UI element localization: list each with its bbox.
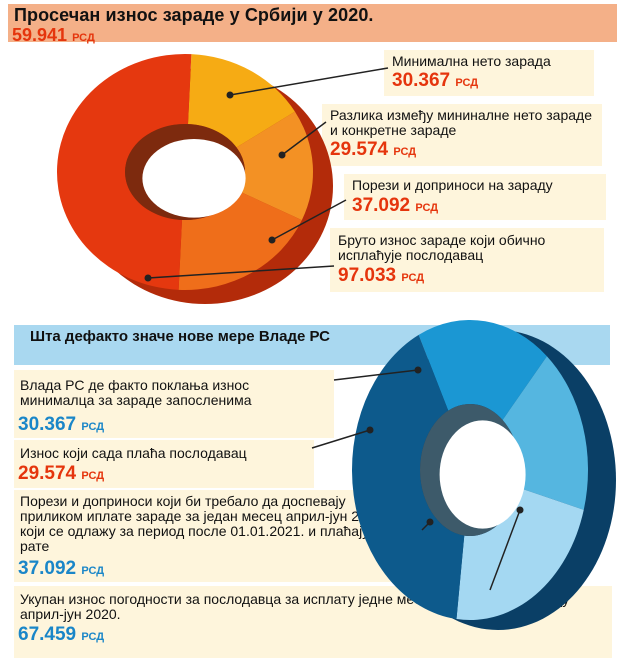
s2-value-4-cur: РСД — [81, 631, 105, 643]
s2-value-4-num: 67.459 — [18, 624, 77, 645]
s1-value-2-num: 29.574 — [330, 139, 389, 160]
s1-value-4: 97.033 РСД — [338, 265, 424, 287]
s2-value-1-cur: РСД — [81, 421, 105, 433]
s1-leader-1-dot — [226, 91, 234, 99]
donut1-hole-inner — [142, 138, 246, 218]
s1-leader-4 — [147, 265, 335, 279]
s1-value-4-cur: РСД — [401, 272, 425, 284]
s2-label-3: Порези и доприноси који би требало да до… — [20, 493, 400, 554]
s2-value-1-num: 30.367 — [18, 414, 77, 435]
donut1-slice-3 — [178, 191, 302, 290]
donut1-slice-2 — [236, 111, 313, 221]
average-salary: 59.941 РСД — [12, 25, 95, 46]
s1-value-3: 37.092 РСД — [352, 195, 438, 217]
s1-value-1: 30.367 РСД — [392, 70, 478, 92]
s2-value-4: 67.459 РСД — [18, 624, 104, 646]
s1-value-3-num: 37.092 — [352, 195, 411, 216]
donut1-slice-4 — [57, 53, 192, 290]
s1-value-2-cur: РСД — [393, 146, 417, 158]
s1-box-3 — [344, 174, 606, 220]
s1-box-1 — [384, 50, 594, 96]
donut2-slice-1 — [418, 320, 547, 420]
s2-leader-4-dot — [516, 506, 524, 514]
s2-label-2: Износ који сада плаћа послодавац — [20, 445, 247, 461]
s1-leader-2-dot — [278, 151, 286, 159]
title-band — [8, 4, 617, 42]
donut1-slice-1 — [187, 54, 295, 148]
donut2-slice-4 — [352, 334, 465, 620]
s1-label-2: Разлика између мининалне нето зараде и к… — [330, 107, 592, 138]
s2-box-1 — [14, 370, 334, 438]
s2-value-2: 29.574 РСД — [18, 463, 104, 485]
average-salary-value: 59.941 — [12, 25, 68, 45]
section2-title: Шта дефакто значе нове мере Владе РС — [30, 328, 331, 345]
s2-leader-1-dot — [414, 366, 422, 374]
donut2-hole-inner — [439, 420, 526, 529]
s1-value-2: 29.574 РСД — [330, 139, 416, 161]
s1-value-4-num: 97.033 — [338, 265, 397, 286]
s2-label-1: Влада РС де факто поклања износ минималц… — [20, 377, 252, 408]
s1-leader-4-dot — [144, 274, 152, 282]
s2-leader-2 — [311, 429, 371, 449]
s2-value-3-num: 37.092 — [18, 558, 77, 579]
s1-box-2 — [322, 104, 602, 166]
s2-box-2 — [14, 440, 314, 488]
s2-value-2-cur: РСД — [81, 470, 105, 482]
s1-leader-2 — [281, 121, 327, 156]
s1-label-4: Бруто износ зараде који обично исплаћује… — [338, 232, 546, 263]
s1-value-3-cur: РСД — [415, 202, 439, 214]
s1-leader-1 — [229, 67, 389, 96]
donut2-slice-3 — [456, 487, 584, 621]
s1-label-3: Порези и доприноси на зараду — [352, 177, 553, 193]
s1-leader-3-dot — [268, 236, 276, 244]
s1-leader-3 — [271, 199, 347, 241]
average-salary-currency: РСД — [72, 32, 95, 44]
s1-value-1-cur: РСД — [455, 77, 479, 89]
s2-value-2-num: 29.574 — [18, 463, 77, 484]
page-title: Просечан износ зараде у Србији у 2020. — [14, 5, 374, 25]
s1-value-1-num: 30.367 — [392, 70, 451, 91]
s2-value-1: 30.367 РСД — [18, 414, 104, 436]
s1-box-4 — [330, 228, 604, 292]
s2-value-3-cur: РСД — [81, 565, 105, 577]
s2-leader-4 — [489, 509, 521, 591]
s2-leader-3-dot — [426, 518, 434, 526]
s2-leader-1 — [333, 369, 419, 381]
s2-leader-2-dot — [366, 426, 374, 434]
s2-value-3: 37.092 РСД — [18, 558, 104, 580]
s1-label-1: Минимална нето зарада — [392, 53, 551, 69]
